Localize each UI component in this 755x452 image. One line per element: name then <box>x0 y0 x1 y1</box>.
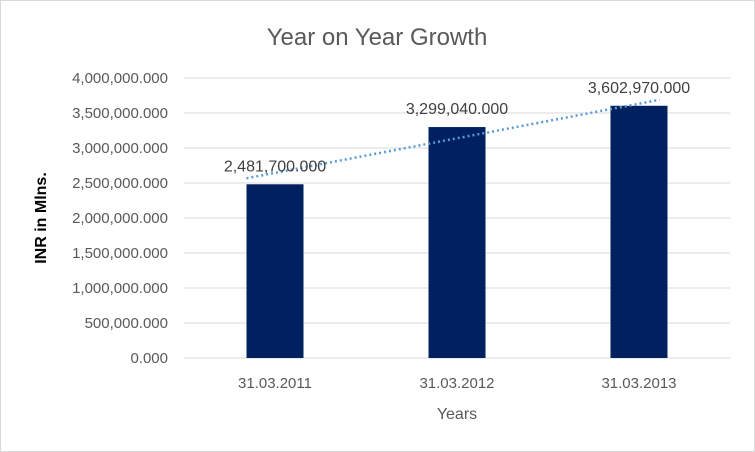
bars <box>246 105 668 358</box>
y-tick-label: 0.000 <box>130 350 168 367</box>
bar <box>610 105 668 358</box>
y-axis-label: INR in Mlns. <box>33 172 50 264</box>
y-tick-label: 3,500,000.000 <box>72 105 168 122</box>
trendline <box>246 98 660 180</box>
data-label: 3,602,970.000 <box>588 80 690 97</box>
y-axis-ticks: 0.000 500,000.000 1,000,000.000 1,500,000.0… <box>72 70 168 367</box>
chart-title: Year on Year Growth <box>267 24 488 51</box>
x-axis-label: Years <box>437 406 477 423</box>
y-tick-label: 2,000,000.000 <box>72 210 168 227</box>
x-tick-label: 31.03.2013 <box>601 375 676 392</box>
bar <box>428 127 486 358</box>
data-label: 2,481,700.000 <box>224 158 326 175</box>
trendline-layer <box>246 98 660 180</box>
y-tick-label: 1,000,000.000 <box>72 280 168 297</box>
y-tick-label: 2,500,000.000 <box>72 175 168 192</box>
y-tick-label: 1,500,000.000 <box>72 245 168 262</box>
y-tick-label: 4,000,000.000 <box>72 70 168 87</box>
x-tick-label: 31.03.2012 <box>419 375 494 392</box>
bar <box>246 184 304 358</box>
y-tick-label: 3,000,000.000 <box>72 140 168 157</box>
data-labels: 2,481,700.000 3,299,040.000 3,602,970.000 <box>224 80 690 175</box>
x-tick-label: 31.03.2011 <box>238 375 312 392</box>
x-axis-ticks: 31.03.2011 31.03.2012 31.03.2013 <box>238 375 677 392</box>
data-label: 3,299,040.000 <box>406 101 508 118</box>
y-tick-label: 500,000.000 <box>85 315 168 332</box>
